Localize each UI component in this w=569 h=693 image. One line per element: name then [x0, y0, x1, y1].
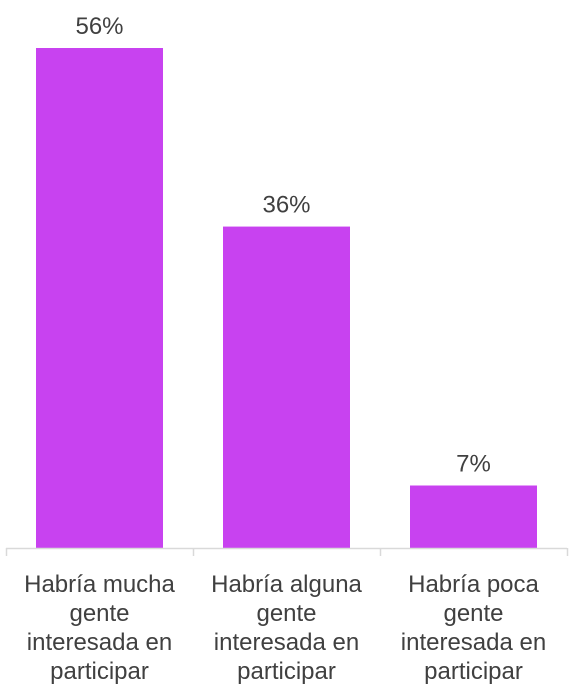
category-label-line: interesada en — [27, 629, 172, 656]
bars-layer — [36, 48, 537, 549]
category-label-line: interesada en — [214, 629, 359, 656]
category-label-line: gente — [443, 600, 503, 627]
x-axis — [5, 547, 569, 556]
bar-3 — [410, 485, 537, 548]
value-label-3: 7% — [456, 451, 491, 478]
bar-2 — [223, 226, 350, 549]
value-label-1: 56% — [75, 13, 123, 40]
category-label-2: Habría alguna gente interesada en participa… — [211, 571, 362, 685]
category-labels-layer: Habría mucha gente interesada en participar… — [24, 571, 546, 685]
category-label-line: Habría poca — [408, 571, 539, 598]
category-label-line: participar — [50, 658, 149, 685]
category-label-line: gente — [256, 600, 316, 627]
value-label-2: 36% — [262, 192, 310, 219]
category-label-line: interesada en — [401, 629, 546, 656]
category-label-3: Habría poca gente interesada en participar — [401, 571, 546, 685]
category-label-line: gente — [69, 600, 129, 627]
category-label-line: participar — [237, 658, 336, 685]
bar-1 — [36, 48, 163, 548]
category-label-1: Habría mucha gente interesada en participar — [24, 571, 175, 685]
value-labels-layer: 56% 36% 7% — [75, 13, 490, 478]
category-label-line: Habría alguna — [211, 571, 362, 598]
category-label-line: Habría mucha — [24, 571, 175, 598]
category-label-line: participar — [424, 658, 523, 685]
